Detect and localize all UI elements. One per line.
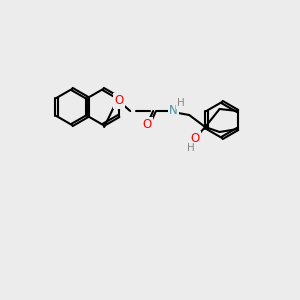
Text: O: O xyxy=(115,94,124,107)
Text: O: O xyxy=(190,133,200,146)
Text: N: N xyxy=(169,104,178,118)
Text: H: H xyxy=(187,143,195,153)
Text: H: H xyxy=(177,98,185,108)
Text: O: O xyxy=(142,118,152,131)
